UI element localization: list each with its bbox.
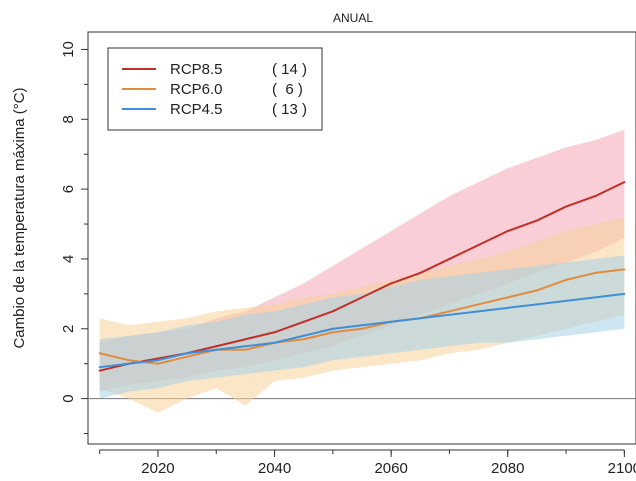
point-rcp60 [244, 348, 247, 351]
x-tick-label: 2080 [491, 460, 524, 477]
y-axis-label: Cambio de la temperatura máxima (°C) [11, 87, 28, 348]
y-tick-label: 0 [60, 394, 77, 402]
point-rcp60 [594, 271, 597, 274]
point-rcp45 [127, 362, 130, 365]
legend-count-rcp60: ( 6 ) [272, 81, 303, 98]
y-tick-label: 6 [60, 185, 77, 193]
plot-frame [87, 31, 636, 445]
point-rcp60 [302, 338, 305, 341]
point-rcp45 [390, 320, 393, 323]
point-rcp60 [535, 289, 538, 292]
legend-label-rcp60: RCP6.0 [170, 81, 223, 98]
point-rcp85 [273, 331, 276, 334]
legend-count-rcp45: ( 13 ) [272, 101, 307, 118]
point-rcp85 [302, 320, 305, 323]
point-rcp45 [506, 306, 509, 309]
point-rcp85 [594, 195, 597, 198]
point-rcp85 [244, 338, 247, 341]
point-rcp85 [419, 271, 422, 274]
point-rcp45 [331, 327, 334, 330]
point-rcp45 [535, 303, 538, 306]
point-rcp60 [448, 310, 451, 313]
point-rcp45 [302, 334, 305, 337]
point-rcp85 [215, 345, 218, 348]
point-rcp45 [244, 345, 247, 348]
point-rcp45 [186, 352, 189, 355]
point-rcp85 [535, 219, 538, 222]
point-rcp45 [623, 292, 626, 295]
point-rcp60 [98, 352, 101, 355]
point-rcp45 [448, 313, 451, 316]
point-rcp85 [331, 310, 334, 313]
point-rcp45 [273, 341, 276, 344]
y-tick-label: 2 [60, 325, 77, 333]
legend-label-rcp85: RCP8.5 [170, 61, 223, 78]
point-rcp85 [477, 243, 480, 246]
point-rcp60 [331, 331, 334, 334]
legend-label-rcp45: RCP4.5 [170, 101, 223, 118]
y-tick-label: 10 [60, 41, 77, 58]
point-rcp85 [565, 205, 568, 208]
band-rcp45 [99, 255, 625, 399]
y-tick-label: 4 [60, 255, 77, 263]
point-rcp60 [623, 268, 626, 271]
point-rcp85 [98, 369, 101, 372]
point-rcp85 [506, 230, 509, 233]
point-rcp45 [361, 324, 363, 327]
series-lines [98, 181, 626, 372]
point-rcp85 [390, 282, 393, 285]
point-rcp60 [477, 303, 480, 306]
x-tick-label: 2020 [141, 460, 174, 477]
y-tick-label: 8 [60, 115, 77, 123]
y-axis: 0 2 4 6 8 10 [60, 41, 88, 435]
legend-count-rcp85: ( 14 ) [272, 61, 307, 78]
point-rcp85 [623, 181, 626, 184]
legend: RCP8.5 ( 14 ) RCP6.0 ( 6 ) RCP4.5 ( 13 ) [107, 47, 323, 131]
x-tick-label: 2040 [258, 460, 291, 477]
point-rcp85 [156, 357, 159, 360]
point-rcp45 [98, 366, 101, 369]
point-rcp45 [156, 359, 159, 362]
x-tick-label: 2060 [374, 460, 407, 477]
point-rcp60 [565, 278, 568, 281]
point-rcp60 [186, 355, 189, 358]
point-rcp60 [156, 362, 159, 365]
point-rcp60 [127, 359, 130, 362]
chart-title: ANUAL [333, 11, 373, 25]
point-rcp85 [361, 296, 363, 299]
point-rcp45 [419, 317, 422, 320]
point-rcp60 [361, 327, 363, 330]
point-rcp45 [215, 348, 218, 351]
point-rcp45 [477, 310, 480, 313]
point-rcp45 [594, 296, 597, 299]
point-rcp60 [506, 296, 509, 299]
uncertainty-bands [99, 129, 625, 413]
point-rcp85 [448, 257, 451, 260]
point-rcp45 [565, 299, 568, 302]
